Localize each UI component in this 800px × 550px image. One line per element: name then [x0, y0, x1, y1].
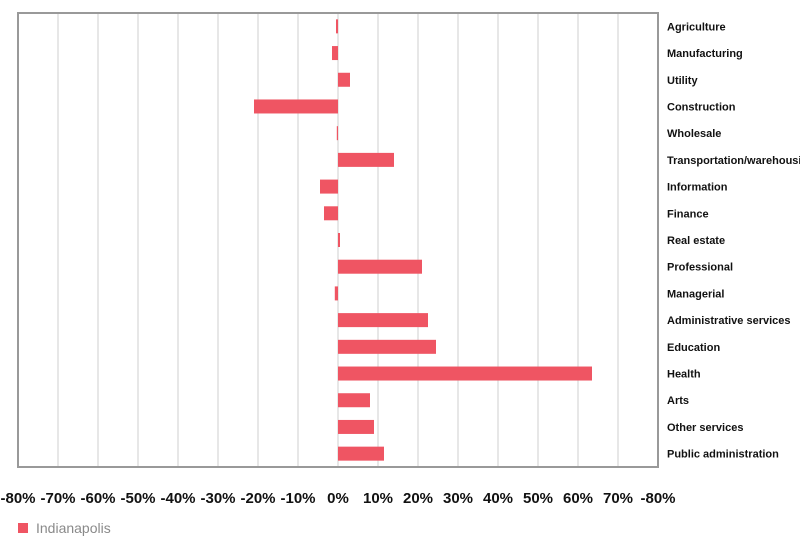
bar — [338, 313, 428, 328]
bar — [254, 99, 338, 114]
category-label: Wholesale — [667, 128, 721, 140]
x-tick-label: -20% — [240, 490, 275, 507]
category-label: Health — [667, 369, 701, 381]
category-label: Arts — [667, 395, 689, 407]
bar — [338, 259, 422, 274]
category-label: Other services — [667, 422, 743, 434]
bar — [320, 179, 338, 194]
x-tick-label: 40% — [483, 490, 513, 507]
x-tick-label: -70% — [40, 490, 75, 507]
category-labels: Agriculture Manufacturing Utility Construct… — [667, 21, 800, 460]
x-tick-label: 10% — [363, 490, 393, 507]
bar — [338, 446, 384, 461]
bar — [338, 419, 374, 434]
bar — [338, 339, 436, 354]
x-tick-label: -80% — [0, 490, 35, 507]
x-tick-label: 70% — [603, 490, 633, 507]
x-axis-tick-labels: -80% -70% -60% -50% -40% -30% -20% -10% 0% 10% 20%… — [0, 490, 675, 507]
plot-area-frame — [17, 12, 659, 468]
gridlines — [57, 13, 619, 467]
category-label: Administrative services — [667, 315, 791, 327]
x-tick-label: 50% — [523, 490, 553, 507]
bar — [338, 366, 592, 381]
bar — [332, 46, 338, 61]
x-tick-label: -80% — [640, 490, 675, 507]
x-tick-label: 60% — [563, 490, 593, 507]
category-label: Professional — [667, 262, 733, 274]
category-label: Agriculture — [667, 21, 726, 33]
x-tick-label: 20% — [403, 490, 433, 507]
bar — [338, 393, 370, 408]
bar — [336, 126, 338, 141]
category-label: Transportation/warehousing — [667, 155, 800, 167]
bar — [338, 72, 350, 87]
category-label: Construction — [667, 101, 736, 113]
category-label: Manufacturing — [667, 48, 743, 60]
legend-swatch — [18, 523, 28, 533]
x-tick-label: -50% — [120, 490, 155, 507]
category-label: Utility — [667, 75, 698, 87]
category-label: Finance — [667, 208, 709, 220]
category-label: Managerial — [667, 288, 724, 300]
x-tick-label: 0% — [327, 490, 349, 507]
legend: Indianapolis — [18, 520, 111, 536]
legend-label: Indianapolis — [36, 520, 111, 536]
bar — [338, 233, 340, 247]
x-tick-label: -40% — [160, 490, 195, 507]
bar — [334, 286, 338, 301]
bar — [336, 19, 338, 34]
bar — [324, 206, 338, 221]
bars — [254, 19, 592, 461]
category-label: Real estate — [667, 235, 725, 247]
category-label: Public administration — [667, 449, 779, 461]
x-tick-label: 30% — [443, 490, 473, 507]
category-label: Education — [667, 342, 720, 354]
x-tick-label: -30% — [200, 490, 235, 507]
x-tick-label: -60% — [80, 490, 115, 507]
category-label: Information — [667, 182, 728, 194]
bar — [338, 152, 394, 167]
x-tick-label: -10% — [280, 490, 315, 507]
